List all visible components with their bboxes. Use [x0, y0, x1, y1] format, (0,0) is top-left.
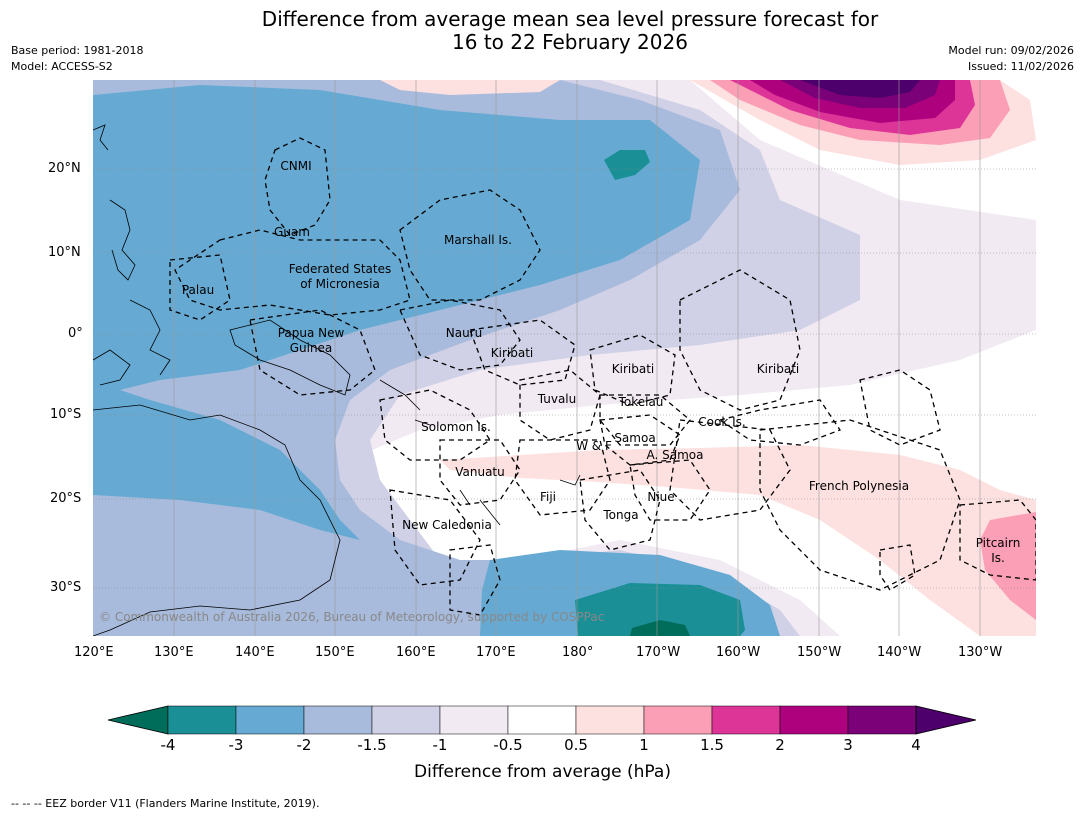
colorbar-segment — [779, 705, 849, 735]
lon-label-140e: 140°E — [235, 645, 275, 660]
colorbar-label: Difference from average (hPa) — [414, 762, 671, 782]
colorbar-extend-high — [915, 705, 977, 735]
colorbar-segment — [711, 705, 781, 735]
lon-label-130e: 130°E — [154, 645, 194, 660]
label-fsm-line2: of Micronesia — [300, 277, 380, 291]
copyright-notice: © Commonwealth of Australia 2026, Bureau… — [99, 610, 604, 624]
label-tonga: Tonga — [602, 508, 638, 522]
label-samoa: Samoa — [614, 431, 655, 445]
label-american-samoa: A. Samoa — [647, 448, 704, 462]
lon-label-140w: 140°W — [877, 645, 922, 660]
lat-label-0: 0° — [68, 326, 83, 341]
colorbar-segment — [167, 705, 237, 735]
colorbar-tick: 3 — [843, 736, 853, 754]
region-labels: CNMI Guam Marshall Is. Federated States … — [182, 159, 1020, 565]
label-kiribati-east: Kiribati — [757, 362, 799, 376]
colorbar-tick: -0.5 — [493, 736, 523, 754]
label-new-caledonia: New Caledonia — [402, 518, 492, 532]
chart-title-line-1: Difference from average mean sea level p… — [261, 7, 879, 31]
label-solomon-islands: Solomon Is. — [421, 420, 491, 434]
label-marshall-islands: Marshall Is. — [444, 233, 512, 247]
colorbar-segment — [575, 705, 645, 735]
colorbar-tick: 2 — [775, 736, 785, 754]
label-png-line1: Papua New — [278, 326, 345, 340]
colorbar-tick: 1 — [639, 736, 649, 754]
eez-legend: -- -- -- EEZ border V11 (Flanders Marine… — [11, 797, 320, 810]
colorbar-tick: 1.5 — [700, 736, 724, 754]
anomaly-band--4-south — [630, 620, 690, 636]
eez-borders — [169, 137, 1036, 616]
colorbar-segment — [847, 705, 917, 735]
coastlines — [93, 124, 581, 636]
label-kiribati-central: Kiribati — [612, 362, 654, 376]
lon-label-130w: 130°W — [958, 645, 1003, 660]
label-vanuatu: Vanuatu — [455, 465, 505, 479]
anomaly-band-1-south — [980, 512, 1036, 620]
label-cook-islands: Cook Is. — [698, 415, 745, 429]
base-period: Base period: 1981-2018 — [11, 44, 144, 57]
label-tuvalu: Tuvalu — [537, 392, 577, 406]
lon-label-170w: 170°W — [636, 645, 681, 660]
lon-label-120e: 120°E — [74, 645, 114, 660]
pressure-anomaly-map: CNMI Guam Marshall Is. Federated States … — [93, 80, 1036, 636]
chart-title-line-2: 16 to 22 February 2026 — [452, 30, 688, 54]
colorbar-tick: -1 — [432, 736, 448, 754]
label-kiribati-west: Kiribati — [491, 346, 533, 360]
label-tokelau: Tokelau — [618, 395, 664, 409]
lat-label-20s: 20°S — [50, 491, 82, 506]
label-niue: Niue — [647, 490, 674, 504]
anomaly-band--2 — [93, 85, 700, 540]
anomaly-band-0.5-north — [380, 80, 560, 95]
graticule — [93, 168, 1036, 589]
model-run-date: Model run: 09/02/2026 — [948, 44, 1074, 57]
colorbar-tick: -4 — [160, 736, 176, 754]
anomaly-band-4-northeast — [800, 80, 920, 98]
colorbar-tick: -1.5 — [357, 736, 387, 754]
anomaly-band--3-south — [575, 583, 745, 636]
label-palau: Palau — [182, 283, 214, 297]
label-guam: Guam — [274, 225, 310, 239]
lat-label-30s: 30°S — [50, 580, 82, 595]
colorbar-segment — [643, 705, 713, 735]
colorbar-segment — [371, 705, 441, 735]
lat-label-20n: 20°N — [48, 161, 81, 176]
lon-label-150e: 150°E — [315, 645, 355, 660]
label-wallis-futuna: W & F — [576, 439, 612, 453]
label-fsm-line1: Federated States — [289, 262, 391, 276]
colorbar-segment — [235, 705, 305, 735]
label-pitcairn-line1: Pitcairn — [976, 536, 1021, 550]
label-nauru: Nauru — [446, 326, 482, 340]
lat-label-10n: 10°N — [48, 245, 81, 260]
lon-label-150w: 150°W — [797, 645, 842, 660]
label-fiji: Fiji — [540, 490, 556, 504]
meridians — [173, 80, 981, 636]
colorbar-tick: 4 — [911, 736, 921, 754]
lat-label-10s: 10°S — [50, 407, 82, 422]
anomaly-band--3-north — [604, 150, 650, 180]
colorbar-segment — [507, 705, 577, 735]
colorbar-segment — [303, 705, 373, 735]
model-name: Model: ACCESS-S2 — [11, 60, 113, 73]
colorbar — [107, 705, 977, 735]
anomaly-band-0.5-south — [440, 445, 1036, 636]
label-png-line2: Guinea — [290, 341, 333, 355]
issued-date: Issued: 11/02/2026 — [967, 60, 1074, 73]
lon-label-180: 180° — [562, 645, 594, 660]
colorbar-segment — [439, 705, 509, 735]
lon-label-160e: 160°E — [396, 645, 436, 660]
lon-label-170e: 170°E — [476, 645, 516, 660]
colorbar-extend-low — [107, 705, 169, 735]
label-french-polynesia: French Polynesia — [809, 479, 909, 493]
colorbar-tick: -3 — [228, 736, 244, 754]
colorbar-tick: 0.5 — [564, 736, 588, 754]
label-cnmi: CNMI — [280, 159, 311, 173]
colorbar-tick: -2 — [296, 736, 312, 754]
lon-label-160w: 160°W — [716, 645, 761, 660]
label-pitcairn-line2: Is. — [991, 551, 1005, 565]
